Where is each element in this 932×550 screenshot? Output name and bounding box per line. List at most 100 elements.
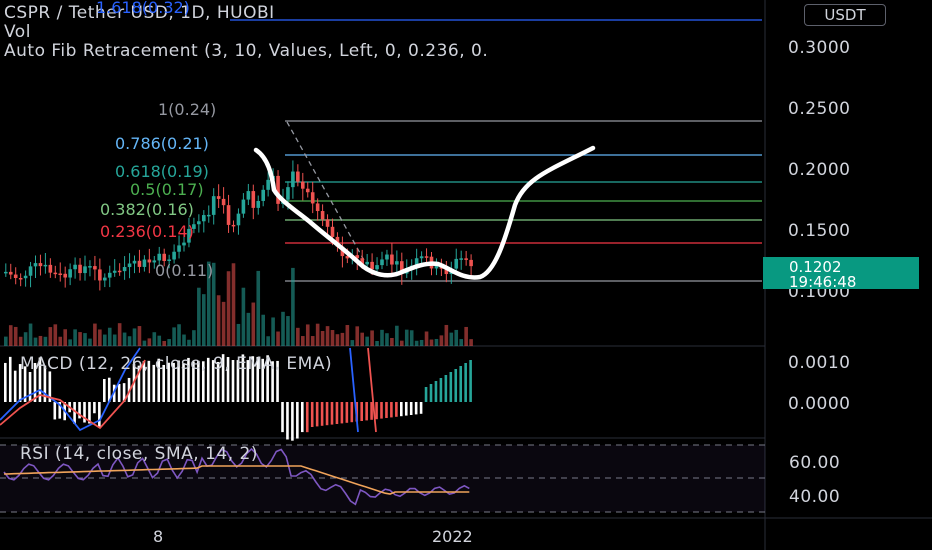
macd-histogram-bar xyxy=(142,361,146,402)
candle-body xyxy=(33,263,38,267)
candle-body xyxy=(266,179,270,190)
candle-body xyxy=(454,258,459,269)
volume-bar xyxy=(439,335,444,346)
macd-histogram-bar xyxy=(241,354,245,402)
macd-histogram-bar xyxy=(424,387,428,402)
volume-bar xyxy=(53,324,58,346)
volume-bar xyxy=(365,336,369,346)
price-tick: 0.2500 xyxy=(788,99,851,119)
macd-histogram-bar xyxy=(177,360,180,402)
volume-bar xyxy=(28,323,33,346)
macd-histogram-bar xyxy=(18,364,22,402)
candle-body xyxy=(187,228,191,243)
candle-body xyxy=(73,264,77,270)
macd-histogram-bar xyxy=(53,402,57,420)
volume-bar xyxy=(187,339,191,346)
volume-bar xyxy=(409,330,414,346)
candle-body xyxy=(380,259,384,266)
volume-bar xyxy=(429,339,434,346)
volume-bar xyxy=(83,333,87,346)
macd-histogram-bar xyxy=(414,402,418,415)
current-price-tag: 0.1202 19:46:48 xyxy=(763,257,919,291)
fib-level-label: 0.236(0.14) xyxy=(100,222,194,241)
candle-body xyxy=(182,242,186,246)
macd-histogram-bar xyxy=(197,360,200,402)
candle-body xyxy=(276,175,280,204)
volume-bar xyxy=(345,325,350,346)
candle-body xyxy=(375,265,379,270)
volume-bar xyxy=(112,334,117,346)
macd-histogram-bar xyxy=(58,402,62,419)
macd-histogram-bar xyxy=(330,402,334,425)
candle-body xyxy=(112,270,117,273)
macd-histogram-bar xyxy=(390,402,393,418)
macd-histogram-bar xyxy=(167,362,170,402)
fib-level-label: 0.382(0.16) xyxy=(100,200,194,219)
candle-body xyxy=(68,269,72,278)
fib-trend-line xyxy=(286,121,366,263)
macd-indicator-label[interactable]: MACD (12, 26, close, 9, EMA, EMA) xyxy=(20,354,333,374)
candle-body xyxy=(192,224,196,229)
macd-histogram-bar xyxy=(305,402,309,433)
macd-histogram-bar xyxy=(172,362,175,402)
candle-body xyxy=(147,259,152,263)
macd-histogram-bar xyxy=(449,372,453,402)
volume-bar xyxy=(182,334,186,346)
volume-bar xyxy=(281,311,285,346)
volume-bar xyxy=(241,287,246,346)
macd-histogram-bar xyxy=(162,364,165,402)
volume-bar xyxy=(464,326,468,346)
macd-histogram-bar xyxy=(236,360,240,402)
volume-bar xyxy=(58,336,63,346)
macd-histogram-bar xyxy=(13,370,17,402)
fib-indicator-label[interactable]: Auto Fib Retracement (3, 10, Values, Lef… xyxy=(4,41,489,61)
candle-body xyxy=(88,266,92,268)
candle-body xyxy=(286,187,290,200)
macd-histogram-bar xyxy=(315,402,319,427)
volume-bar xyxy=(38,335,43,346)
candle-body xyxy=(345,256,350,259)
macd-histogram-bar xyxy=(404,402,408,416)
candle-body xyxy=(48,264,53,273)
macd-histogram-bar xyxy=(83,402,86,423)
bar-countdown: 19:46:48 xyxy=(789,273,857,291)
volume-bar xyxy=(454,329,459,346)
candle-body xyxy=(221,198,226,206)
fib-retracement-lines xyxy=(230,19,762,282)
volume-bar xyxy=(43,336,48,346)
current-price: 0.1202 xyxy=(789,258,842,276)
candle-body xyxy=(469,259,473,267)
macd-histogram-bar xyxy=(360,402,363,421)
candle-body xyxy=(137,260,142,267)
volume-bar xyxy=(4,336,8,346)
volume-bar xyxy=(13,326,18,346)
candle-body xyxy=(241,199,246,214)
candle-body xyxy=(261,189,265,201)
candle-body xyxy=(301,181,305,189)
candle-body xyxy=(43,264,48,267)
rsi-indicator-label[interactable]: RSI (14, close, SMA, 14, 2) xyxy=(20,444,258,464)
macd-histogram-bar xyxy=(281,402,284,433)
macd-histogram-bar xyxy=(206,357,210,402)
volume-bar xyxy=(157,335,162,346)
volume-bar xyxy=(73,329,77,346)
macd-histogram-bar xyxy=(429,384,433,402)
candle-body xyxy=(18,278,23,280)
candle-body xyxy=(385,254,389,260)
rsi-pane xyxy=(3,447,470,506)
macd-histogram-bar xyxy=(216,361,220,402)
macd-tick: 0.0010 xyxy=(788,353,851,373)
currency-button[interactable]: USDT xyxy=(804,4,886,26)
candle-body xyxy=(444,268,449,275)
macd-histogram-bar xyxy=(182,363,185,402)
volume-indicator-label[interactable]: Vol xyxy=(4,22,31,42)
candle-body xyxy=(414,258,419,266)
volume-bar xyxy=(93,323,97,346)
candle-body xyxy=(390,254,394,265)
macd-pane xyxy=(0,347,472,441)
candle-body xyxy=(78,264,82,274)
macd-histogram-bar xyxy=(301,402,304,433)
candle-body xyxy=(202,215,206,222)
price-tick: 0.2000 xyxy=(788,160,851,180)
